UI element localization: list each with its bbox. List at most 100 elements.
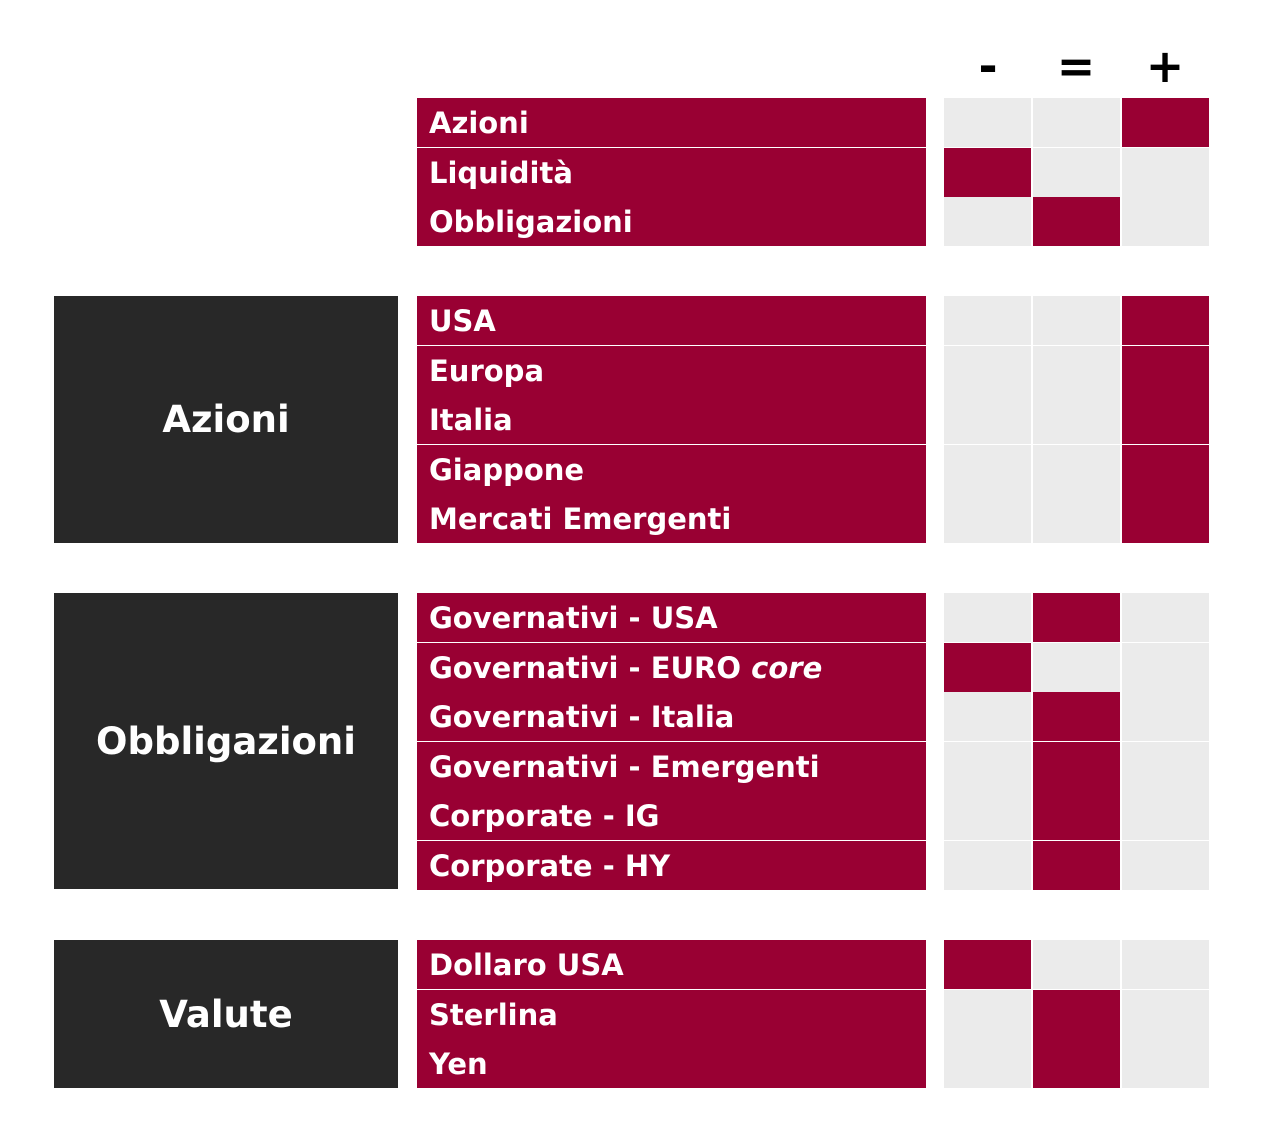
table-row: Dollaro USA: [0, 940, 1265, 989]
rating-cell-selected: [1033, 197, 1120, 246]
rating-cell-selected: [1122, 445, 1209, 494]
rating-cell-selected: [1122, 346, 1209, 395]
rating-cell: [944, 296, 1031, 345]
row-label: Governativi - EURO core: [417, 643, 926, 692]
row-label: Corporate - IG: [417, 791, 926, 840]
row-label: USA: [417, 296, 926, 345]
table-row: Italia: [0, 395, 1265, 444]
table-row: Mercati Emergenti: [0, 494, 1265, 543]
table-row: Governativi - Emergenti: [0, 742, 1265, 791]
rating-cell-selected: [1033, 791, 1120, 840]
rating-cell: [1122, 593, 1209, 642]
row-label: Corporate - HY: [417, 841, 926, 890]
row-label-text: Corporate - HY: [429, 849, 671, 883]
row-label-text: Mercati Emergenti: [429, 502, 732, 536]
rating-cell-selected: [1122, 395, 1209, 444]
row-label-text: Liquidità: [429, 156, 573, 190]
rating-cell: [944, 791, 1031, 840]
table-row: USA: [0, 296, 1265, 345]
row-label-text: Yen: [429, 1047, 488, 1081]
table-row: Azioni: [0, 98, 1265, 147]
table-row: Sterlina: [0, 990, 1265, 1039]
row-label-text: Europa: [429, 354, 545, 388]
rating-cell: [944, 841, 1031, 890]
table-row: Governativi - Italia: [0, 692, 1265, 741]
row-label: Europa: [417, 346, 926, 395]
row-label: Yen: [417, 1039, 926, 1088]
rating-cell-selected: [1122, 98, 1209, 147]
rating-cell: [944, 692, 1031, 741]
rating-cell: [944, 395, 1031, 444]
row-label-text: Governativi - Italia: [429, 700, 735, 734]
column-header-minus: -: [978, 39, 998, 93]
rating-cell: [944, 346, 1031, 395]
rating-cell-selected: [1122, 296, 1209, 345]
table-row: Yen: [0, 1039, 1265, 1088]
rating-cell-selected: [1033, 841, 1120, 890]
rating-cell-selected: [1033, 1039, 1120, 1088]
rating-cell: [1122, 148, 1209, 197]
row-label: Governativi - Italia: [417, 692, 926, 741]
rating-cell-selected: [1033, 742, 1120, 791]
table-row: Europa: [0, 346, 1265, 395]
table-row: Obbligazioni: [0, 197, 1265, 246]
row-label-text: USA: [429, 304, 496, 338]
table-row: Governativi - USA: [0, 593, 1265, 642]
row-label-text: Sterlina: [429, 998, 558, 1032]
row-label: Dollaro USA: [417, 940, 926, 989]
row-label-text: Italia: [429, 403, 513, 437]
row-label: Governativi - Emergenti: [417, 742, 926, 791]
rating-cell-selected: [1033, 990, 1120, 1039]
rating-cell: [944, 593, 1031, 642]
category-label: Azioni: [54, 296, 398, 543]
row-label: Sterlina: [417, 990, 926, 1039]
rating-cell-selected: [1033, 593, 1120, 642]
row-label-text: Corporate - IG: [429, 799, 660, 833]
rating-cell-selected: [944, 148, 1031, 197]
rating-cell: [1033, 346, 1120, 395]
rating-cell: [1122, 742, 1209, 791]
row-label-text: Giappone: [429, 453, 585, 487]
rating-cell: [1122, 791, 1209, 840]
row-label-text: Governativi - EURO: [429, 651, 742, 685]
category-label: Valute: [54, 940, 398, 1088]
rating-cell: [1033, 494, 1120, 543]
table-row: Corporate - HY: [0, 841, 1265, 890]
row-label: Azioni: [417, 98, 926, 147]
row-label: Obbligazioni: [417, 197, 926, 246]
row-label-italic: core: [751, 651, 823, 685]
table-row: Liquidità: [0, 148, 1265, 197]
rating-cell: [1033, 98, 1120, 147]
row-label: Italia: [417, 395, 926, 444]
column-header-equal: =: [1056, 39, 1096, 93]
row-label: Giappone: [417, 445, 926, 494]
row-label-text: Governativi - USA: [429, 601, 718, 635]
rating-cell: [944, 197, 1031, 246]
rating-cell: [1122, 990, 1209, 1039]
table-row: Corporate - IG: [0, 791, 1265, 840]
rating-cell: [1122, 940, 1209, 989]
row-label-text: Governativi - Emergenti: [429, 750, 820, 784]
rating-cell: [944, 1039, 1031, 1088]
table-row: Governativi - EURO core: [0, 643, 1265, 692]
rating-cell: [944, 990, 1031, 1039]
rating-cell-selected: [1122, 494, 1209, 543]
rating-cell: [1122, 692, 1209, 741]
rating-cell-selected: [944, 643, 1031, 692]
rating-cell: [944, 98, 1031, 147]
rating-cell: [1122, 643, 1209, 692]
row-label: Governativi - USA: [417, 593, 926, 642]
rating-cell: [1122, 841, 1209, 890]
rating-cell: [1033, 445, 1120, 494]
row-label-text: Dollaro USA: [429, 948, 624, 982]
table-row: Giappone: [0, 445, 1265, 494]
rating-cell: [1033, 148, 1120, 197]
row-label-text: Azioni: [429, 106, 529, 140]
category-label: Obbligazioni: [54, 593, 398, 889]
rating-cell-selected: [1033, 692, 1120, 741]
rating-cell: [944, 742, 1031, 791]
rating-cell: [1122, 1039, 1209, 1088]
rating-cell: [1033, 643, 1120, 692]
rating-cell: [944, 494, 1031, 543]
row-label-text: Obbligazioni: [429, 205, 633, 239]
